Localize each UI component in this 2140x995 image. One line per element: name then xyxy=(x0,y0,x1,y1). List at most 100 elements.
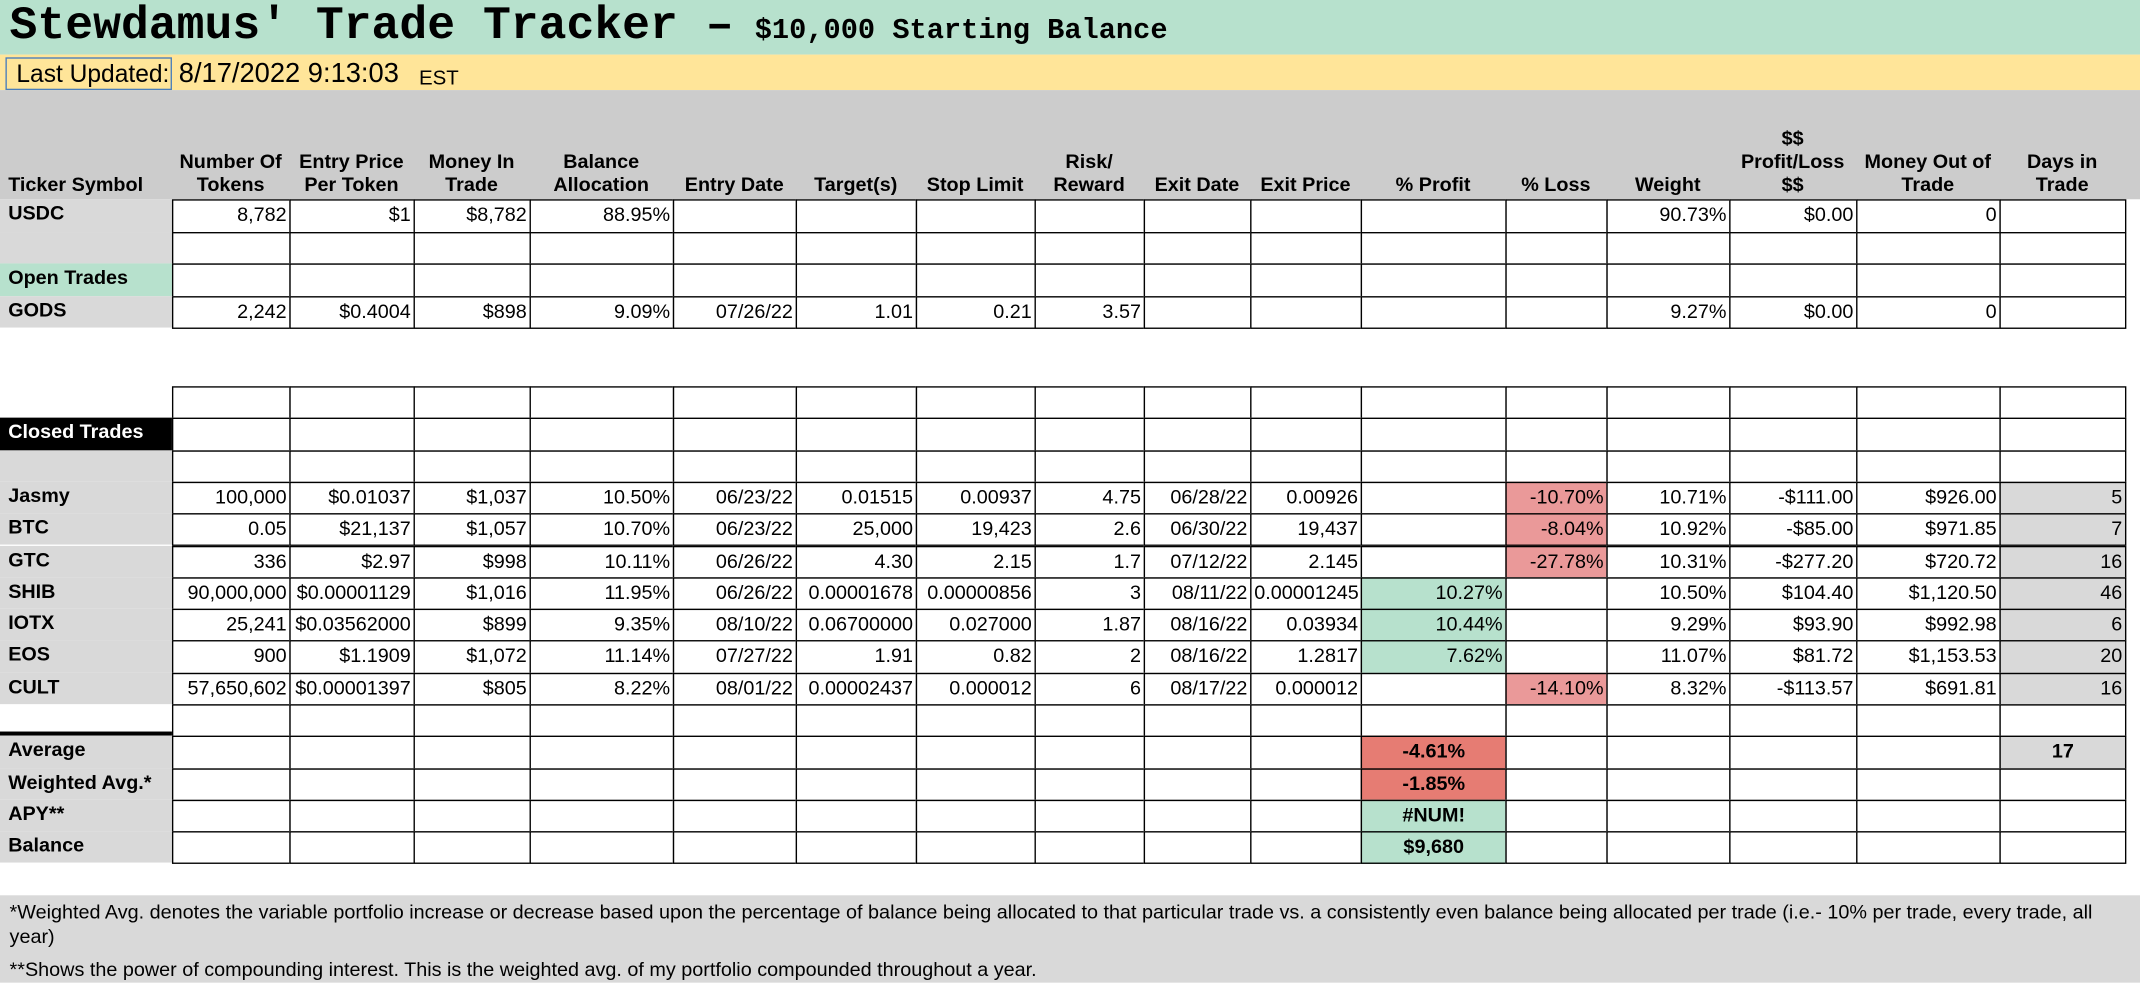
table-cell xyxy=(1505,736,1608,770)
ticker-cell xyxy=(0,449,172,482)
table-cell: 1.2817 xyxy=(1250,640,1363,674)
table-cell xyxy=(171,231,291,265)
updated-band: Last Updated: 8/17/2022 9:13:03 EST xyxy=(0,54,2140,91)
table-cell xyxy=(1034,799,1146,833)
table-cell xyxy=(1034,199,1146,233)
table-cell: 4.30 xyxy=(795,545,918,579)
table-cell: $992.98 xyxy=(1856,608,2001,642)
table-cell xyxy=(1505,386,1608,420)
table-cell xyxy=(1143,199,1252,233)
ticker-cell: APY** xyxy=(0,799,172,832)
table-cell xyxy=(1856,449,2001,483)
table-cell: 90,000,000 xyxy=(171,577,291,611)
table-cell xyxy=(915,767,1036,801)
table-cell: 06/23/22 xyxy=(672,481,798,515)
table-cell: $1,072 xyxy=(413,640,531,674)
table-cell xyxy=(1999,449,2127,483)
table-cell: 10.44% xyxy=(1360,608,1507,642)
table-cell: 0.00937 xyxy=(915,481,1036,515)
table-cell xyxy=(1250,799,1363,833)
table-cell: $926.00 xyxy=(1856,481,2001,515)
table-cell xyxy=(1729,263,1858,297)
table-cell xyxy=(1606,704,1731,738)
table-cell xyxy=(1034,418,1146,452)
column-header: Money Out of Trade xyxy=(1864,151,1991,197)
table-cell: 0.05 xyxy=(171,513,291,547)
table-cell xyxy=(529,449,675,483)
table-cell xyxy=(795,263,918,297)
table-cell xyxy=(529,799,675,833)
table-cell xyxy=(1360,418,1507,452)
table-cell: 06/30/22 xyxy=(1143,513,1252,547)
table-cell: 1.91 xyxy=(795,640,918,674)
table-cell: 0 xyxy=(1856,199,2001,233)
table-cell: -10.70% xyxy=(1505,481,1608,515)
table-cell xyxy=(1505,608,1608,642)
table-cell: 0.03934 xyxy=(1250,608,1363,642)
ticker-cell: CULT xyxy=(0,672,172,705)
table-cell xyxy=(529,231,675,265)
ticker-cell: GTC xyxy=(0,545,172,578)
table-cell xyxy=(1034,767,1146,801)
table-cell xyxy=(1250,386,1363,420)
ticker-cell xyxy=(0,231,172,264)
table-cell: 0.21 xyxy=(915,295,1036,329)
table-cell: -8.04% xyxy=(1505,513,1608,547)
table-cell: 0.00001245 xyxy=(1250,577,1363,611)
table-cell xyxy=(915,231,1036,265)
table-cell xyxy=(1034,449,1146,483)
table-cell xyxy=(171,736,291,770)
table-cell xyxy=(171,704,291,738)
table-cell: 0.000012 xyxy=(915,672,1036,706)
table-cell xyxy=(1034,231,1146,265)
table-cell xyxy=(915,199,1036,233)
table-cell xyxy=(1034,386,1146,420)
ticker-cell xyxy=(0,704,172,737)
table-cell: 2.15 xyxy=(915,545,1036,579)
table-cell xyxy=(795,449,918,483)
table-cell: 0 xyxy=(1856,295,2001,329)
table-cell xyxy=(1505,831,1608,865)
table-cell xyxy=(1360,295,1507,329)
table-cell xyxy=(1606,736,1731,770)
table-cell: 900 xyxy=(171,640,291,674)
table-cell xyxy=(289,799,415,833)
table-cell xyxy=(529,831,675,865)
table-cell xyxy=(672,831,798,865)
table-cell xyxy=(1143,295,1252,329)
table-cell: 3.57 xyxy=(1034,295,1146,329)
table-cell xyxy=(795,767,918,801)
footnote: *Weighted Avg. denotes the variable port… xyxy=(9,902,2093,949)
subtitle: $10,000 Starting Balance xyxy=(754,16,1168,48)
table-cell xyxy=(413,831,531,865)
table-cell: 0.82 xyxy=(915,640,1036,674)
table-cell xyxy=(915,449,1036,483)
table-cell xyxy=(289,704,415,738)
table-cell xyxy=(529,418,675,452)
table-cell xyxy=(1856,767,2001,801)
column-header: Exit Price xyxy=(1260,174,1351,197)
table-cell xyxy=(1856,418,2001,452)
table-cell: 10.70% xyxy=(529,513,675,547)
column-header: Days in Trade xyxy=(2026,151,2098,197)
table-cell xyxy=(1505,263,1608,297)
table-cell: 100,000 xyxy=(171,481,291,515)
table-cell xyxy=(1606,449,1731,483)
table-cell: 10.50% xyxy=(529,481,675,515)
table-cell xyxy=(1606,231,1731,265)
table-cell: 10.92% xyxy=(1606,513,1731,547)
table-cell xyxy=(795,199,918,233)
table-cell: $998 xyxy=(413,545,531,579)
table-cell: 4.75 xyxy=(1034,481,1146,515)
table-cell: 9.29% xyxy=(1606,608,1731,642)
table-cell: 0.01515 xyxy=(795,481,918,515)
table-cell: 08/11/22 xyxy=(1143,577,1252,611)
table-cell xyxy=(915,704,1036,738)
column-header: Target(s) xyxy=(814,174,898,197)
column-header: Ticker Symbol xyxy=(8,174,144,197)
table-cell xyxy=(1034,831,1146,865)
column-header: Balance Allocation xyxy=(553,151,650,197)
table-cell xyxy=(1250,736,1363,770)
ticker-cell: Open Trades xyxy=(0,263,172,296)
table-cell xyxy=(1143,418,1252,452)
